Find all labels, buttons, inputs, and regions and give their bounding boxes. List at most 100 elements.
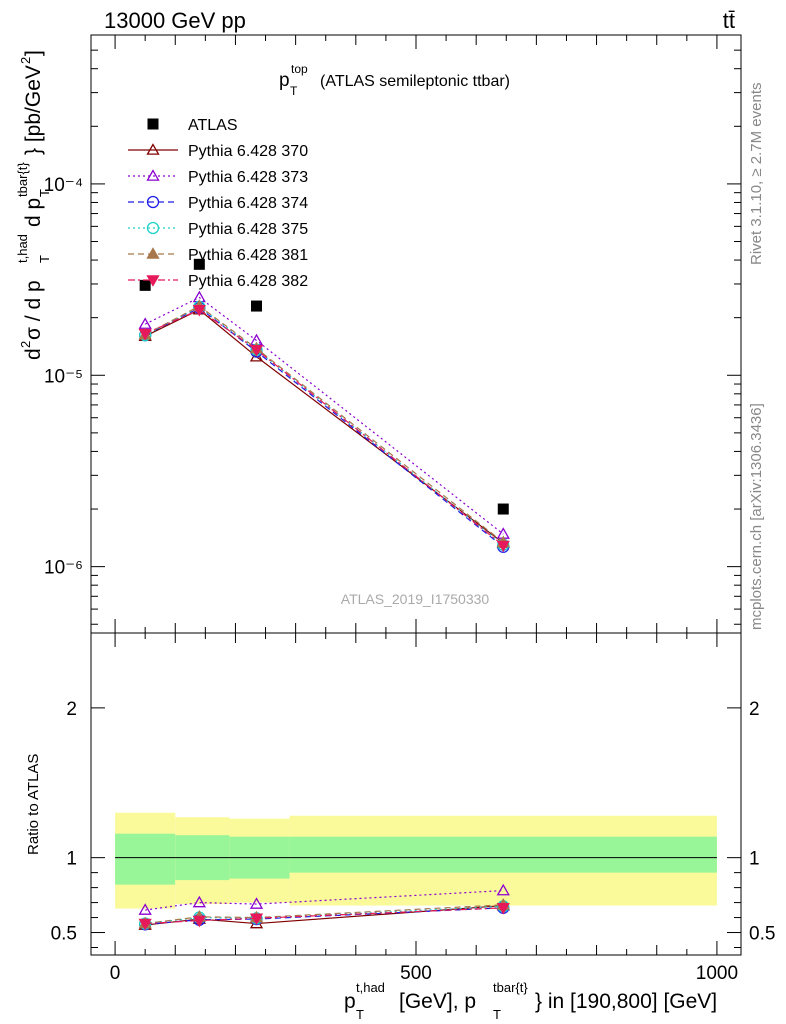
data-point xyxy=(138,317,152,329)
y-tick-label: 10⁻⁶ xyxy=(44,558,83,579)
legend-marker xyxy=(146,221,160,235)
svg-text:tbar{t}: tbar{t} xyxy=(15,162,30,197)
header-energy: 13000 GeV pp xyxy=(104,8,246,33)
ratio-y-tick-label: 2 xyxy=(66,699,77,720)
legend-entry: Pythia 6.428 382 xyxy=(128,273,308,290)
series-line xyxy=(144,309,504,544)
ratio-point xyxy=(138,918,152,931)
data-point xyxy=(193,258,205,270)
svg-text:2: 2 xyxy=(18,341,33,348)
legend-marker xyxy=(146,195,160,209)
series-pythia-6-428-374 xyxy=(139,301,510,553)
x-axis-label: p T t,had [GeV], p T tbar{t} } in [190,8… xyxy=(344,980,717,1022)
legend-label: Pythia 6.428 381 xyxy=(188,247,308,264)
data-point xyxy=(249,344,264,357)
x-tick-label: 0 xyxy=(110,963,121,984)
ratio-panel: 0.5 0.5 1 1 2 2 0 500 1000 xyxy=(51,632,775,984)
legend: ATLAS Pythia 6.428 370 Pythia 6.428 373 Pyt… xyxy=(128,117,308,290)
svg-text:} [pb/GeV: } [pb/GeV xyxy=(22,65,45,155)
rivet-version-label: Rivet 3.1.10, ≥ 2.7M events xyxy=(748,83,765,266)
ratio-series-line xyxy=(145,907,504,925)
legend-entry: Pythia 6.428 373 xyxy=(128,169,308,186)
svg-text:p: p xyxy=(344,990,356,1013)
legend-entry: Pythia 6.428 381 xyxy=(128,247,308,264)
series-line xyxy=(144,305,504,543)
main-y-axis-label: d 2 σ / d p T t,had d p T tbar{t} } [pb/… xyxy=(15,50,52,360)
series-line xyxy=(144,309,504,546)
ratio-point xyxy=(192,915,206,928)
legend-label: Pythia 6.428 370 xyxy=(188,143,308,160)
svg-text:p: p xyxy=(279,70,290,91)
ratio-series-line xyxy=(145,905,504,925)
series-pythia-6-428-375 xyxy=(139,300,510,551)
legend-marker xyxy=(146,169,160,181)
ratio-y-tick-label: 0.5 xyxy=(51,924,77,945)
data-point xyxy=(496,540,510,553)
svg-text:σ / d p: σ / d p xyxy=(22,280,45,340)
ratio-point xyxy=(249,897,264,909)
legend-marker xyxy=(146,247,160,259)
series-atlas xyxy=(139,258,509,515)
legend-entry: Pythia 6.428 375 xyxy=(128,221,308,238)
legend-marker xyxy=(147,118,159,130)
header-process: tt̄ xyxy=(723,8,735,33)
data-point xyxy=(497,503,509,515)
data-point xyxy=(192,304,206,317)
ratio-point xyxy=(192,895,206,908)
x-tick-label: 1000 xyxy=(696,963,738,984)
legend-entry: ATLAS xyxy=(147,117,238,134)
y-tick-label: 10⁻⁴ xyxy=(44,175,83,196)
ratio-y-tick-label: 1 xyxy=(66,849,77,870)
plot-title: p T top (ATLAS semileptonic ttbar) xyxy=(279,62,510,98)
svg-text:d p: d p xyxy=(22,198,45,227)
svg-text:(ATLAS semileptonic ttbar): (ATLAS semileptonic ttbar) xyxy=(320,73,510,90)
ratio-series-line xyxy=(145,890,504,911)
svg-text:t,had: t,had xyxy=(15,234,30,263)
ratio-y-tick-label-right: 1 xyxy=(749,849,760,870)
ratio-point xyxy=(138,903,152,915)
legend-entry: Pythia 6.428 370 xyxy=(128,143,308,160)
ratio-series-line xyxy=(145,904,504,926)
svg-text:T: T xyxy=(37,255,52,263)
y-tick-label: 10⁻⁵ xyxy=(44,366,83,387)
uncertainty-band-inner xyxy=(289,836,717,873)
ratio-y-tick-label-right: 2 xyxy=(749,699,760,720)
legend-marker xyxy=(146,143,160,155)
svg-text:d: d xyxy=(22,348,45,360)
main-panel: 10⁻⁶ 10⁻⁵ 10⁻⁴ xyxy=(44,34,742,634)
legend-entry: Pythia 6.428 374 xyxy=(128,195,308,212)
svg-text:top: top xyxy=(291,62,308,76)
series-line xyxy=(144,296,504,535)
uncertainty-band-inner xyxy=(115,833,176,885)
ratio-y-tick-label-right: 0.5 xyxy=(749,924,775,945)
series-line xyxy=(144,307,504,548)
svg-text:2: 2 xyxy=(18,57,33,64)
series-pythia-6-428-373 xyxy=(138,290,510,539)
data-point xyxy=(251,300,263,312)
legend-label: Pythia 6.428 373 xyxy=(188,169,308,186)
data-point xyxy=(139,279,151,291)
ratio-point xyxy=(496,883,510,896)
svg-text:T: T xyxy=(493,1007,501,1022)
ratio-point xyxy=(496,903,510,915)
legend-label: Pythia 6.428 382 xyxy=(188,273,308,290)
svg-text:t,had: t,had xyxy=(356,980,385,995)
svg-text:T: T xyxy=(356,1007,364,1022)
ratio-series-line xyxy=(145,904,504,925)
svg-text:[GeV], p: [GeV], p xyxy=(399,990,476,1013)
svg-text:tbar{t}: tbar{t} xyxy=(493,980,528,995)
legend-marker xyxy=(146,275,160,287)
series-pythia-6-428-381 xyxy=(138,299,510,548)
ratio-frame xyxy=(90,632,742,956)
ratio-y-axis-label: Ratio to ATLAS xyxy=(25,754,42,855)
ratio-series-pythia-6-428-373 xyxy=(138,883,510,915)
legend-label: Pythia 6.428 374 xyxy=(188,195,308,212)
svg-text:]: ] xyxy=(22,50,45,56)
legend-label: ATLAS xyxy=(188,117,238,134)
mcplots-source-label: mcplots.cern.ch [arXiv:1306.3436] xyxy=(748,403,765,630)
legend-label: Pythia 6.428 375 xyxy=(188,221,308,238)
series-line xyxy=(144,306,504,546)
analysis-watermark: ATLAS_2019_I1750330 xyxy=(341,591,490,607)
svg-text:} in [190,800] [GeV]: } in [190,800] [GeV] xyxy=(535,990,717,1013)
